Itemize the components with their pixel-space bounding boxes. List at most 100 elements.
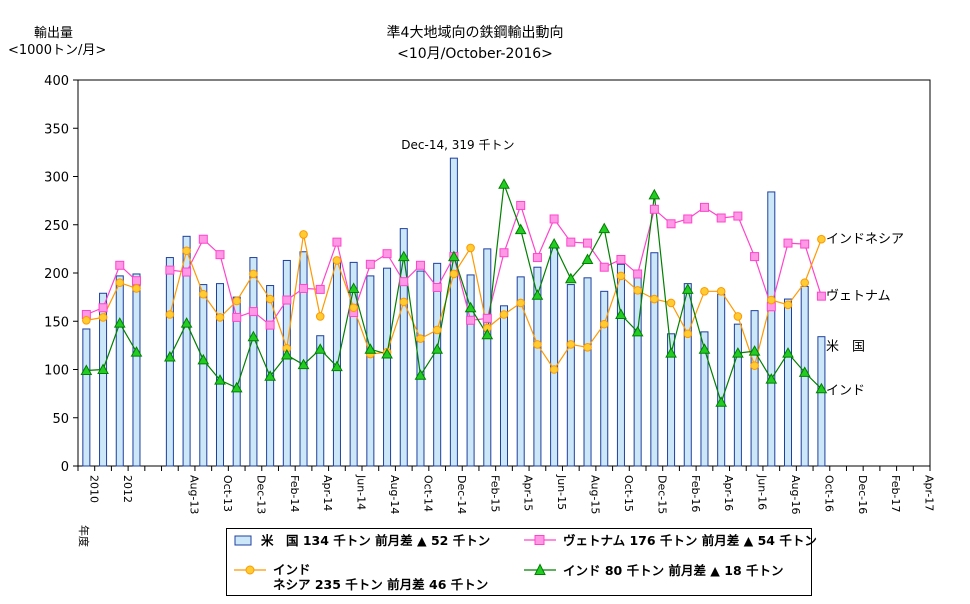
x-tick-label: Dec-15 bbox=[655, 475, 668, 514]
point-indonesia bbox=[265, 294, 275, 304]
x-tick-label: Feb-16 bbox=[689, 475, 702, 512]
point-indonesia bbox=[416, 334, 425, 343]
point-india bbox=[381, 348, 393, 359]
point-india bbox=[815, 382, 828, 394]
point-india bbox=[397, 250, 410, 262]
point-indonesia bbox=[115, 278, 125, 287]
x-tick-label: Aug-14 bbox=[388, 475, 401, 514]
x-tick-label: Jun-16 bbox=[756, 474, 769, 510]
x-tick-label: Oct-16 bbox=[822, 475, 835, 512]
bar-usa bbox=[399, 228, 408, 467]
legend-usa-swatch bbox=[234, 535, 252, 546]
point-vietnam bbox=[232, 312, 242, 322]
x-tick-label: Oct-15 bbox=[622, 475, 635, 512]
legend-india-label: インド 80 千トン 前月差 ▲ 18 千トン bbox=[563, 563, 784, 578]
point-india bbox=[130, 346, 143, 357]
point-india bbox=[615, 308, 627, 319]
point-vietnam bbox=[315, 284, 325, 294]
point-india bbox=[80, 364, 93, 375]
bar-usa bbox=[82, 328, 91, 467]
point-indonesia bbox=[733, 312, 743, 321]
point-vietnam bbox=[683, 214, 693, 224]
bar-usa bbox=[583, 277, 592, 467]
point-indonesia bbox=[583, 343, 592, 352]
point-indonesia bbox=[466, 243, 475, 253]
line-india bbox=[86, 183, 822, 405]
x-tick-label: Aug-13 bbox=[188, 475, 201, 514]
bar-usa bbox=[466, 274, 475, 467]
point-indonesia bbox=[332, 256, 342, 265]
x-tick-label: Jun-14 bbox=[355, 474, 368, 510]
x-tick-label: Apr-15 bbox=[522, 475, 535, 511]
y-tick-label: 150 bbox=[44, 315, 69, 330]
point-vietnam bbox=[699, 202, 709, 212]
point-india bbox=[631, 325, 644, 337]
y-tick-label: 350 bbox=[44, 122, 69, 137]
point-india bbox=[414, 369, 427, 380]
bar-usa bbox=[817, 336, 826, 467]
point-india bbox=[180, 317, 193, 328]
bar-usa bbox=[282, 259, 291, 467]
point-vietnam bbox=[265, 320, 275, 330]
point-india bbox=[531, 289, 544, 300]
x-tick-label: Aug-15 bbox=[589, 475, 602, 514]
point-india bbox=[748, 345, 761, 356]
bar-usa bbox=[683, 283, 692, 467]
legend-indonesia-swatch bbox=[234, 565, 266, 575]
point-indonesia bbox=[683, 329, 693, 339]
bar-usa bbox=[733, 323, 742, 467]
point-india bbox=[765, 373, 778, 384]
point-indonesia bbox=[700, 287, 709, 296]
bar-usa bbox=[717, 293, 726, 467]
peak-annotation: Dec-14, 319 千トン bbox=[401, 138, 514, 152]
point-indonesia bbox=[533, 340, 542, 349]
point-indonesia bbox=[349, 303, 358, 313]
point-indonesia bbox=[566, 340, 576, 349]
y-tick-label: 100 bbox=[44, 364, 69, 379]
point-india bbox=[464, 301, 477, 313]
legend-vietnam-swatch bbox=[524, 535, 556, 545]
y-axis-unit: <1000トン/月> bbox=[8, 43, 107, 58]
point-vietnam bbox=[783, 238, 793, 248]
bar-usa bbox=[616, 263, 625, 467]
point-vietnam bbox=[282, 295, 292, 305]
line-indonesia bbox=[86, 234, 822, 371]
point-vietnam bbox=[549, 214, 559, 224]
bar-usa bbox=[650, 252, 659, 467]
bar-usa bbox=[499, 305, 509, 467]
legend-usa-label: 米 国 134 千トン 前月差 ▲ 52 千トン bbox=[261, 533, 491, 548]
point-india bbox=[230, 381, 243, 393]
point-vietnam bbox=[566, 237, 576, 247]
point-vietnam bbox=[716, 213, 726, 223]
point-india bbox=[448, 250, 460, 262]
point-vietnam bbox=[215, 250, 225, 260]
point-vietnam bbox=[131, 276, 141, 286]
point-vietnam bbox=[633, 269, 643, 279]
point-india bbox=[113, 317, 126, 328]
point-vietnam bbox=[750, 252, 760, 262]
bar-usa bbox=[600, 290, 609, 467]
point-vietnam bbox=[365, 259, 375, 269]
point-indonesia bbox=[817, 234, 826, 244]
x-tick-label: Oct-14 bbox=[421, 475, 434, 512]
x-tick-label: Apr-17 bbox=[923, 475, 936, 511]
point-india bbox=[548, 238, 560, 249]
x-tick-label: 2012 bbox=[121, 475, 134, 503]
point-indonesia bbox=[800, 278, 810, 287]
point-india bbox=[782, 347, 794, 358]
point-india bbox=[164, 350, 176, 362]
point-vietnam bbox=[299, 283, 309, 293]
point-indonesia bbox=[549, 365, 559, 374]
point-indonesia bbox=[599, 319, 609, 329]
point-indonesia bbox=[165, 310, 175, 319]
point-vietnam bbox=[198, 234, 208, 244]
point-india bbox=[715, 396, 728, 407]
point-vietnam bbox=[666, 219, 676, 229]
point-india bbox=[297, 358, 310, 370]
legend: 米 国 134 千トン 前月差 ▲ 52 千トン ヴェトナム 176 千トン 前… bbox=[226, 528, 817, 596]
point-vietnam bbox=[649, 204, 659, 214]
y-tick-label: 0 bbox=[61, 460, 69, 475]
x-tick-label: Dec-16 bbox=[856, 475, 869, 514]
bar-usa bbox=[633, 277, 642, 467]
